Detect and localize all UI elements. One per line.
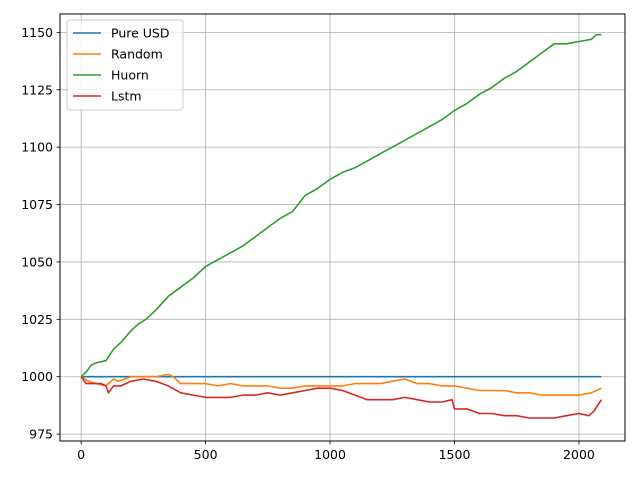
y-tick-label: 1025 xyxy=(21,312,53,327)
x-tick-label: 0 xyxy=(77,447,85,462)
y-tick-label: 1150 xyxy=(21,25,53,40)
legend-label: Random xyxy=(111,47,163,62)
legend-label: Lstm xyxy=(111,89,142,104)
y-tick-label: 1000 xyxy=(21,369,53,384)
x-tick-label: 1000 xyxy=(314,447,346,462)
y-tick-label: 975 xyxy=(29,427,53,442)
plot-frame xyxy=(59,13,626,442)
x-axis-ticks: 0 500 1000 1500 2000 xyxy=(77,441,595,462)
legend-box xyxy=(66,19,184,111)
y-tick-label: 1075 xyxy=(21,197,53,212)
legend: Pure USD Random Huorn Lstm xyxy=(66,19,184,111)
y-axis-ticks: 975 1000 1025 1050 1075 1100 1125 1150 xyxy=(21,25,60,442)
x-tick-label: 1500 xyxy=(439,447,471,462)
legend-label: Huorn xyxy=(111,68,149,83)
series-line-random xyxy=(80,373,602,396)
y-tick-label: 1125 xyxy=(21,82,53,97)
x-tick-label: 2000 xyxy=(563,447,595,462)
y-tick-label: 1100 xyxy=(21,140,53,155)
x-tick-label: 500 xyxy=(194,447,218,462)
grid-lines xyxy=(60,14,625,441)
y-tick-label: 1050 xyxy=(21,254,53,269)
legend-label: Pure USD xyxy=(111,26,169,41)
series-line-huorn xyxy=(80,33,602,378)
series-lines xyxy=(80,33,603,419)
series-line-lstm xyxy=(80,376,603,419)
